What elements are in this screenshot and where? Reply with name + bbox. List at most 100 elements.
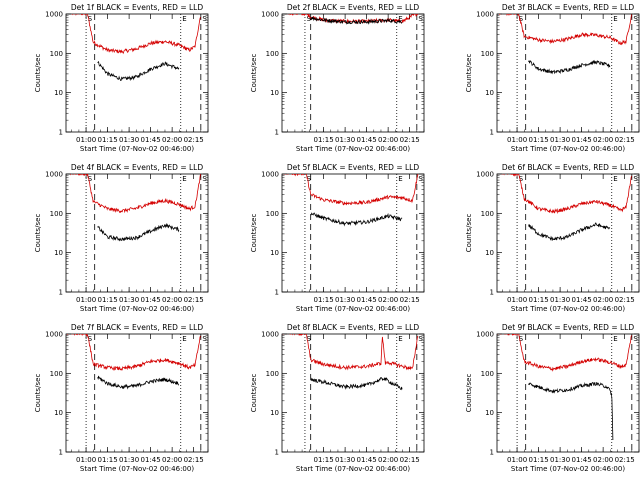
- detector-panel-3: Det 3f BLACK = Events, RED = LLD 1 10 100 10…: [465, 3, 640, 153]
- marker-label: E: [182, 175, 186, 183]
- marker-label: S: [633, 15, 638, 23]
- y-tick-label: 1: [275, 129, 279, 137]
- series-line-lld: [66, 14, 201, 55]
- series-line-events: [310, 16, 403, 25]
- x-tick-label: 01:30: [119, 456, 139, 464]
- plot-frame: [496, 173, 640, 293]
- x-tick-label: 02:15: [615, 296, 635, 304]
- x-axis-label: Start Time (07-Nov-02 00:46:00): [80, 465, 194, 473]
- x-tick-label: 01:45: [357, 456, 377, 464]
- y-tick-label: 100: [481, 210, 494, 218]
- marker-label: S: [202, 175, 207, 183]
- panel-title: Det 1f BLACK = Events, RED = LLD: [71, 3, 204, 12]
- x-tick-label: 01:15: [314, 136, 334, 144]
- y-tick-label: 1000: [261, 171, 279, 179]
- plot-frame: [281, 333, 425, 453]
- marker-label: E: [398, 335, 402, 343]
- marker-label: S: [519, 175, 524, 183]
- series-line-events: [310, 212, 403, 227]
- y-tick-label: 10: [54, 89, 63, 97]
- y-tick-label: 1000: [476, 171, 494, 179]
- series-line-events: [97, 61, 180, 82]
- x-tick-label: 02:15: [400, 456, 420, 464]
- x-tick-label: 01:15: [98, 456, 118, 464]
- marker-label: S: [418, 335, 423, 343]
- x-tick-label: 01:45: [141, 136, 161, 144]
- marker-label: S: [202, 335, 207, 343]
- marker-label: S: [519, 335, 524, 343]
- series-line-events: [528, 59, 611, 75]
- x-tick-label: 01:00: [76, 296, 96, 304]
- y-tick-label: 1000: [261, 11, 279, 19]
- y-tick-label: 100: [481, 50, 494, 58]
- plot-frame: [281, 13, 425, 133]
- marker-label: E: [182, 15, 186, 23]
- x-axis-label: Start Time (07-Nov-02 00:46:00): [80, 305, 194, 313]
- series-line-events: [310, 376, 403, 391]
- x-axis-label: Start Time (07-Nov-02 00:46:00): [296, 465, 410, 473]
- x-tick-label: 01:45: [357, 136, 377, 144]
- x-tick-label: 02:15: [400, 136, 420, 144]
- series-line-lld: [497, 174, 632, 214]
- series-line-lld: [282, 334, 419, 371]
- marker-label: S: [418, 15, 423, 23]
- marker-label: E: [613, 175, 617, 183]
- detector-panel-2: Det 2f BLACK = Events, RED = LLD 1 10 100 10…: [250, 3, 425, 153]
- x-tick-label: 01:15: [529, 296, 549, 304]
- detector-panel-6: Det 6f BLACK = Events, RED = LLD 1 10 100 10…: [465, 163, 640, 313]
- plot-frame: [65, 13, 209, 133]
- x-tick-label: 01:30: [119, 296, 139, 304]
- y-axis-label: Counts/sec: [250, 374, 258, 413]
- y-axis-label: Counts/sec: [250, 214, 258, 253]
- series-line-lld: [66, 334, 201, 371]
- y-axis-label: Counts/sec: [250, 54, 258, 93]
- x-axis-label: Start Time (07-Nov-02 00:46:00): [511, 305, 625, 313]
- panel-title: Det 3f BLACK = Events, RED = LLD: [502, 3, 635, 12]
- series-line-lld: [497, 334, 632, 372]
- y-axis-label: Counts/sec: [34, 54, 42, 93]
- y-axis-label: Counts/sec: [465, 214, 473, 253]
- x-tick-label: 01:45: [572, 296, 592, 304]
- marker-label: E: [182, 335, 186, 343]
- y-tick-label: 1000: [45, 171, 63, 179]
- y-tick-label: 1: [490, 449, 494, 457]
- x-axis-label: Start Time (07-Nov-02 00:46:00): [80, 145, 194, 153]
- marker-label: S: [88, 335, 93, 343]
- x-tick-label: 02:15: [184, 136, 204, 144]
- x-tick-label: 01:00: [507, 456, 527, 464]
- y-tick-label: 100: [481, 370, 494, 378]
- x-tick-label: 01:00: [507, 296, 527, 304]
- x-tick-label: 01:45: [141, 296, 161, 304]
- series-line-lld: [497, 14, 632, 46]
- x-tick-label: 01:00: [76, 136, 96, 144]
- x-axis-label: Start Time (07-Nov-02 00:46:00): [296, 305, 410, 313]
- marker-label: E: [613, 15, 617, 23]
- x-tick-label: 01:00: [507, 136, 527, 144]
- marker-label: S: [633, 335, 638, 343]
- x-tick-label: 02:00: [162, 296, 182, 304]
- x-tick-label: 01:30: [335, 136, 355, 144]
- series-line-lld: [286, 14, 419, 25]
- x-tick-label: 01:15: [314, 456, 334, 464]
- x-tick-label: 02:15: [615, 456, 635, 464]
- x-tick-label: 01:30: [335, 456, 355, 464]
- series-line-events: [528, 222, 611, 241]
- y-tick-label: 10: [270, 249, 279, 257]
- detector-panel-5: Det 5f BLACK = Events, RED = LLD 1 10 100 10…: [250, 163, 425, 313]
- panel-title: Det 2f BLACK = Events, RED = LLD: [287, 3, 420, 12]
- y-tick-label: 1000: [45, 11, 63, 19]
- x-tick-label: 01:45: [357, 296, 377, 304]
- y-tick-label: 100: [50, 210, 63, 218]
- detector-panel-8: Det 8f BLACK = Events, RED = LLD 1 10 100 10…: [250, 323, 425, 473]
- panel-title: Det 7f BLACK = Events, RED = LLD: [71, 323, 204, 332]
- marker-label: E: [613, 335, 617, 343]
- y-tick-label: 1000: [476, 331, 494, 339]
- panel-title: Det 6f BLACK = Events, RED = LLD: [502, 163, 635, 172]
- x-tick-label: 01:15: [98, 296, 118, 304]
- x-tick-label: 02:00: [162, 456, 182, 464]
- y-tick-label: 10: [270, 89, 279, 97]
- y-tick-label: 100: [50, 50, 63, 58]
- y-axis-label: Counts/sec: [34, 214, 42, 253]
- x-tick-label: 02:00: [162, 136, 182, 144]
- x-tick-label: 02:15: [184, 456, 204, 464]
